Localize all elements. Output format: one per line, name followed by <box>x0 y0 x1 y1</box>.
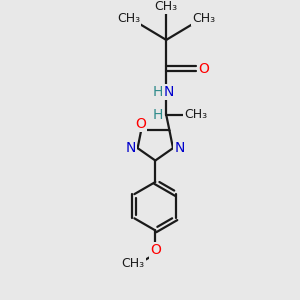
Text: O: O <box>135 117 146 131</box>
Text: CH₃: CH₃ <box>155 0 178 14</box>
Text: CH₃: CH₃ <box>192 12 215 25</box>
Text: O: O <box>199 61 209 76</box>
Text: CH₃: CH₃ <box>117 12 140 25</box>
Text: H: H <box>153 108 163 122</box>
Text: N: N <box>126 140 136 154</box>
Text: N: N <box>164 85 174 99</box>
Text: CH₃: CH₃ <box>122 257 145 270</box>
Text: N: N <box>174 140 185 154</box>
Text: H: H <box>152 85 163 99</box>
Text: O: O <box>150 244 161 257</box>
Text: CH₃: CH₃ <box>184 108 207 121</box>
